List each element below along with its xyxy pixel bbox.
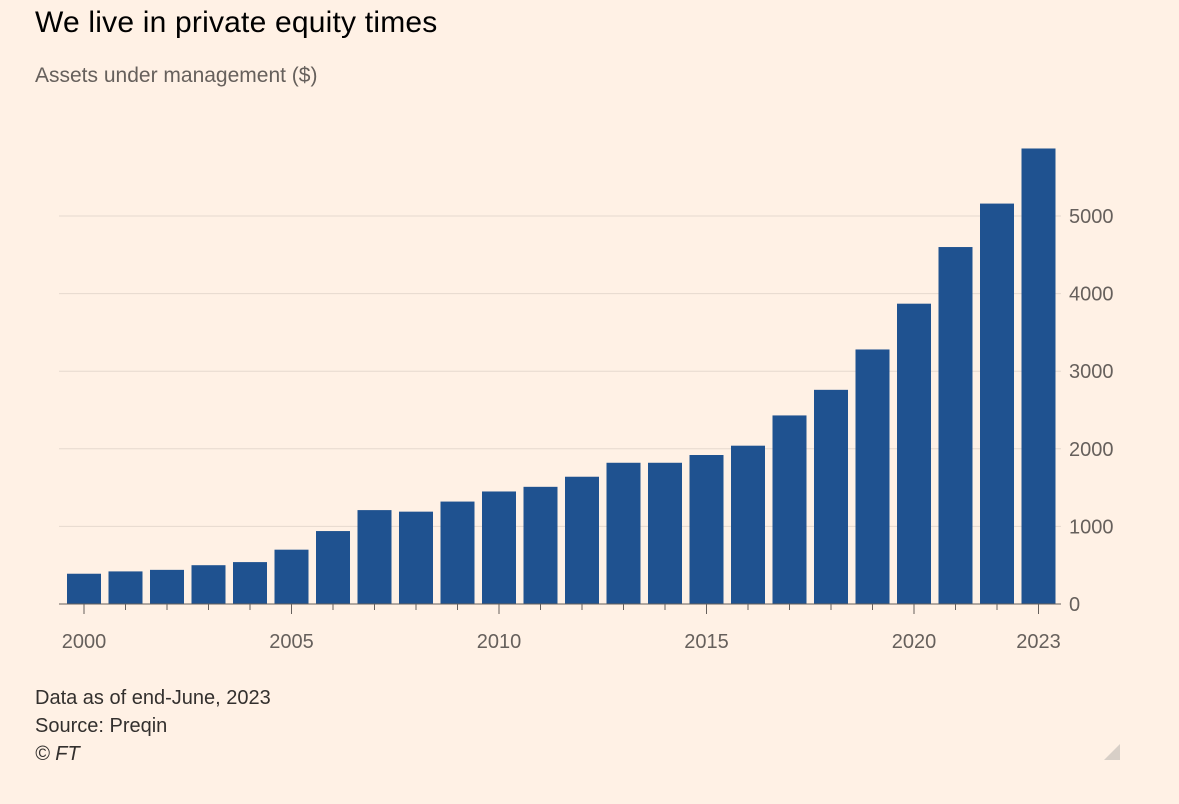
bar-2006 <box>316 531 350 604</box>
bar-2019 <box>855 349 890 604</box>
y-tick-label: 2000 <box>1069 439 1114 461</box>
bar-2017 <box>772 415 807 604</box>
source-note: Source: Preqin <box>35 715 168 737</box>
x-tick-label: 2015 <box>684 631 729 653</box>
bar-2002 <box>150 569 184 604</box>
bar-2011 <box>523 486 558 604</box>
bar-2013 <box>606 462 641 604</box>
y-tick-label: 1000 <box>1069 516 1114 538</box>
x-tick-label: 2023 <box>1016 631 1061 653</box>
bar-2014 <box>648 462 682 604</box>
y-tick-label: 3000 <box>1069 361 1114 383</box>
x-tick-label: 2020 <box>892 631 937 653</box>
bar-2007 <box>357 510 392 604</box>
data-note: Data as of end-June, 2023 <box>35 687 271 709</box>
resize-corner-icon <box>1104 744 1120 760</box>
x-tick-label: 2010 <box>477 631 522 653</box>
bar-2020 <box>897 303 931 604</box>
bar-2003 <box>191 565 226 604</box>
bar-2001 <box>108 571 143 604</box>
copyright-note: © FT <box>35 743 80 765</box>
bar-2005 <box>274 549 309 604</box>
bar-2012 <box>565 476 599 604</box>
y-tick-label: 4000 <box>1069 284 1114 306</box>
x-tick-label: 2000 <box>62 631 107 653</box>
chart-title: We live in private equity times <box>35 6 438 39</box>
bar-2008 <box>399 511 433 604</box>
bar-2010 <box>482 491 516 604</box>
bar-2023 <box>1021 148 1056 604</box>
bar-2015 <box>689 455 724 604</box>
y-tick-label: 0 <box>1069 594 1080 616</box>
bar-2000 <box>67 573 101 604</box>
bar-2016 <box>731 445 765 604</box>
bar-2021 <box>938 247 973 605</box>
x-tick-label: 2005 <box>269 631 314 653</box>
y-tick-label: 5000 <box>1069 206 1114 228</box>
bar-2018 <box>814 389 848 604</box>
bar-2009 <box>440 501 475 604</box>
bar-chart: 0 1000 2000 3000 4000 5000 2000 2005 2010 2015 202… <box>59 148 1114 653</box>
bar-2022 <box>980 203 1014 605</box>
chart-subtitle: Assets under management ($) <box>35 64 318 87</box>
bar-2004 <box>233 562 267 604</box>
